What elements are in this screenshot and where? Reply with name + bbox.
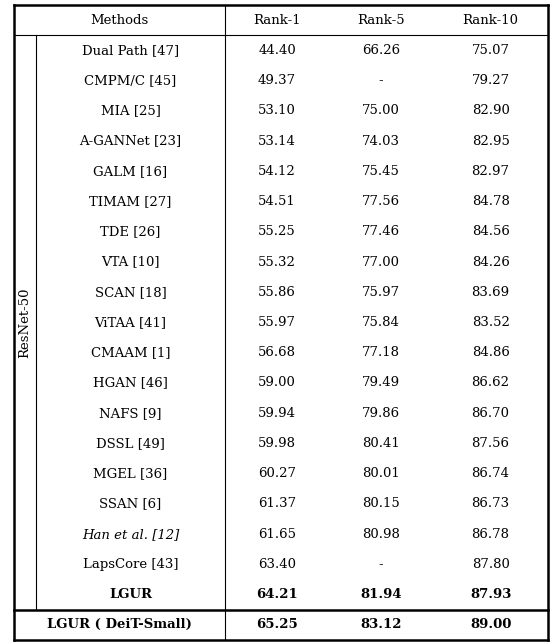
Text: 56.68: 56.68 bbox=[258, 346, 296, 359]
Text: 82.97: 82.97 bbox=[471, 165, 510, 178]
Text: A-GANNet [23]: A-GANNet [23] bbox=[79, 135, 182, 147]
Text: 84.56: 84.56 bbox=[472, 225, 509, 238]
Text: Methods: Methods bbox=[90, 14, 148, 26]
Text: 55.25: 55.25 bbox=[258, 225, 296, 238]
Text: 74.03: 74.03 bbox=[362, 135, 400, 147]
Text: 61.37: 61.37 bbox=[258, 497, 296, 511]
Text: MIA [25]: MIA [25] bbox=[101, 104, 161, 117]
Text: TDE [26]: TDE [26] bbox=[100, 225, 161, 238]
Text: 89.00: 89.00 bbox=[470, 618, 512, 631]
Text: Rank-1: Rank-1 bbox=[253, 14, 301, 26]
Text: 75.84: 75.84 bbox=[362, 316, 400, 329]
Text: 87.56: 87.56 bbox=[471, 437, 510, 450]
Text: 83.69: 83.69 bbox=[471, 286, 510, 299]
Text: 86.78: 86.78 bbox=[471, 527, 510, 541]
Text: 59.94: 59.94 bbox=[258, 407, 296, 420]
Text: 75.45: 75.45 bbox=[362, 165, 400, 178]
Text: 63.40: 63.40 bbox=[258, 558, 296, 571]
Text: 54.12: 54.12 bbox=[258, 165, 296, 178]
Text: 75.07: 75.07 bbox=[471, 44, 510, 57]
Text: 77.00: 77.00 bbox=[362, 256, 400, 269]
Text: 66.26: 66.26 bbox=[362, 44, 400, 57]
Text: 83.12: 83.12 bbox=[360, 618, 402, 631]
Text: Han et al. [12]: Han et al. [12] bbox=[82, 527, 179, 541]
Text: 65.25: 65.25 bbox=[256, 618, 298, 631]
Text: 44.40: 44.40 bbox=[258, 44, 296, 57]
Text: DSSL [49]: DSSL [49] bbox=[96, 437, 165, 450]
Text: 80.01: 80.01 bbox=[362, 467, 400, 480]
Text: 84.26: 84.26 bbox=[472, 256, 509, 269]
Text: -: - bbox=[379, 74, 383, 87]
Text: 79.49: 79.49 bbox=[362, 377, 400, 390]
Text: 64.21: 64.21 bbox=[256, 588, 298, 601]
Text: CMPM/C [45]: CMPM/C [45] bbox=[84, 74, 177, 87]
Text: 80.98: 80.98 bbox=[362, 527, 400, 541]
Text: 83.52: 83.52 bbox=[472, 316, 509, 329]
Text: CMAAM [1]: CMAAM [1] bbox=[91, 346, 170, 359]
Text: Dual Path [47]: Dual Path [47] bbox=[82, 44, 179, 57]
Text: -: - bbox=[379, 558, 383, 571]
Text: VTA [10]: VTA [10] bbox=[101, 256, 160, 269]
Text: 81.94: 81.94 bbox=[360, 588, 402, 601]
Text: 87.93: 87.93 bbox=[470, 588, 512, 601]
Text: 60.27: 60.27 bbox=[258, 467, 296, 480]
Text: 86.73: 86.73 bbox=[471, 497, 510, 511]
Text: 84.86: 84.86 bbox=[472, 346, 509, 359]
Text: 79.27: 79.27 bbox=[471, 74, 510, 87]
Text: TIMAM [27]: TIMAM [27] bbox=[89, 195, 172, 208]
Text: 86.62: 86.62 bbox=[471, 377, 510, 390]
Text: LapsCore [43]: LapsCore [43] bbox=[82, 558, 178, 571]
Text: NAFS [9]: NAFS [9] bbox=[99, 407, 162, 420]
Text: LGUR ( DeiT-Small): LGUR ( DeiT-Small) bbox=[47, 618, 192, 631]
Text: 82.95: 82.95 bbox=[472, 135, 509, 147]
Text: GALM [16]: GALM [16] bbox=[94, 165, 168, 178]
Text: Rank-5: Rank-5 bbox=[358, 14, 405, 26]
Text: 77.56: 77.56 bbox=[362, 195, 400, 208]
Text: 54.51: 54.51 bbox=[258, 195, 296, 208]
Text: MGEL [36]: MGEL [36] bbox=[94, 467, 168, 480]
Text: Rank-10: Rank-10 bbox=[463, 14, 519, 26]
Text: SCAN [18]: SCAN [18] bbox=[95, 286, 166, 299]
Text: 53.10: 53.10 bbox=[258, 104, 296, 117]
Text: ViTAA [41]: ViTAA [41] bbox=[95, 316, 167, 329]
Text: 77.46: 77.46 bbox=[362, 225, 400, 238]
Text: SSAN [6]: SSAN [6] bbox=[100, 497, 162, 511]
Text: 75.97: 75.97 bbox=[362, 286, 400, 299]
Text: 53.14: 53.14 bbox=[258, 135, 296, 147]
Text: ResNet-50: ResNet-50 bbox=[19, 287, 31, 358]
Text: HGAN [46]: HGAN [46] bbox=[93, 377, 168, 390]
Text: 75.00: 75.00 bbox=[362, 104, 400, 117]
Text: 55.86: 55.86 bbox=[258, 286, 296, 299]
Text: 80.15: 80.15 bbox=[362, 497, 400, 511]
Text: 59.00: 59.00 bbox=[258, 377, 296, 390]
Text: 80.41: 80.41 bbox=[362, 437, 400, 450]
Text: 59.98: 59.98 bbox=[258, 437, 296, 450]
Text: 61.65: 61.65 bbox=[258, 527, 296, 541]
Text: 55.32: 55.32 bbox=[258, 256, 296, 269]
Text: 82.90: 82.90 bbox=[472, 104, 509, 117]
Text: 86.74: 86.74 bbox=[471, 467, 510, 480]
Text: 55.97: 55.97 bbox=[258, 316, 296, 329]
Text: 86.70: 86.70 bbox=[471, 407, 510, 420]
Text: 84.78: 84.78 bbox=[472, 195, 509, 208]
Text: 77.18: 77.18 bbox=[362, 346, 400, 359]
Text: 87.80: 87.80 bbox=[472, 558, 509, 571]
Text: 79.86: 79.86 bbox=[362, 407, 400, 420]
Text: 49.37: 49.37 bbox=[258, 74, 296, 87]
Text: LGUR: LGUR bbox=[109, 588, 152, 601]
